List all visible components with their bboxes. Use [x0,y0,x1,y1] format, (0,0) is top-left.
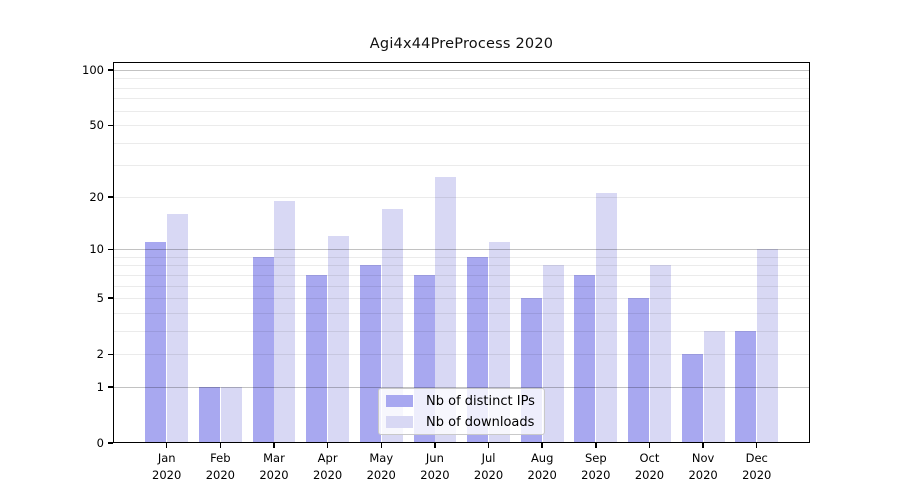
legend: Nb of distinct IPs Nb of downloads [378,388,545,435]
bar-nb-of-distinct-ips-mar [252,256,274,443]
legend-entry-distinct-ips: Nb of distinct IPs [386,394,544,409]
x-tick-label-apr: Apr 2020 [312,451,343,482]
bar-nb-of-distinct-ips-sep [574,274,596,443]
gridline-major [113,249,810,251]
gridline-minor [113,110,810,112]
y-tick-mark [108,248,113,250]
gridline-minor [113,125,810,127]
legend-label-downloads: Nb of downloads [426,414,535,430]
bar-nb-of-distinct-ips-apr [306,274,328,443]
gridline-minor [113,354,810,356]
y-tick-mark [108,297,113,299]
bar-nb-of-downloads-aug [542,265,564,443]
bar-nb-of-distinct-ips-dec [735,330,757,443]
gridline-minor [113,142,810,144]
x-tick-label-jun: Jun 2020 [420,451,450,482]
bar-nb-of-downloads-dec [757,249,779,443]
bar-nb-of-distinct-ips-feb [198,386,220,443]
x-tick-mark [756,443,758,448]
gridline-minor [113,274,810,276]
bar-nb-of-distinct-ips-jan [145,242,167,443]
y-tick-label: 50 [89,118,104,133]
x-tick-label-jul: Jul 2020 [473,451,504,482]
bar-nb-of-downloads-mar [274,200,296,443]
bar-nb-of-downloads-jan [167,214,189,443]
gridline-major [113,70,810,71]
plot-area [113,62,810,443]
x-tick-label-oct: Oct 2020 [634,451,665,482]
gridline-minor [113,265,810,267]
bar-nb-of-downloads-sep [596,193,618,443]
y-tick-label: 10 [89,242,104,257]
y-tick-mark [108,124,113,126]
x-tick-mark [541,443,543,448]
gridline-minor [113,330,810,332]
y-tick-mark [108,386,113,388]
gridline-minor [113,87,810,89]
x-tick-label-jan: Jan 2020 [152,451,182,482]
y-tick-label: 5 [96,291,104,306]
y-tick-label: 2 [96,347,104,362]
gridline-minor [113,256,810,258]
x-tick-mark [595,443,597,448]
bar-nb-of-downloads-apr [328,235,350,443]
legend-entry-downloads: Nb of downloads [386,415,544,430]
bar-nb-of-distinct-ips-oct [628,298,650,443]
x-tick-label-dec: Dec 2020 [742,451,772,482]
x-tick-mark [487,443,490,448]
x-tick-label-may: May 2020 [366,451,396,482]
x-tick-label-aug: Aug 2020 [527,451,557,482]
y-tick-label: 0 [96,436,104,450]
chart-title: Agi4x44PreProcess 2020 [369,36,554,52]
x-tick-mark [702,443,704,448]
bar-nb-of-downloads-may [381,209,403,443]
y-tick-mark [108,69,113,71]
gridline-major [113,386,810,388]
bar-nb-of-downloads-oct [649,265,671,443]
x-tick-mark [380,443,382,448]
gridline-minor [113,312,810,314]
bar-nb-of-downloads-feb [220,386,242,443]
bar-nb-of-distinct-ips-nov [681,354,703,443]
gridline-minor [113,298,810,300]
x-tick-mark [166,443,168,448]
y-tick-label: 20 [89,189,104,204]
x-tick-mark [219,443,222,448]
gridline-minor [113,196,810,198]
y-tick-mark [108,353,113,355]
y-tick-mark [108,442,113,444]
legend-swatch-downloads [386,416,413,428]
gridline-minor [113,98,810,100]
legend-swatch-distinct-ips [386,395,413,407]
x-tick-label-feb: Feb 2020 [205,451,235,482]
x-tick-mark [326,443,329,448]
y-tick-mark [108,196,113,198]
x-tick-mark [434,443,436,448]
y-tick-label: 1 [96,379,104,394]
gridline-minor [113,285,810,287]
x-tick-label-nov: Nov 2020 [688,451,718,482]
x-tick-label-sep: Sep 2020 [581,451,611,482]
y-tick-label: 100 [82,63,104,77]
x-tick-mark [648,443,651,448]
x-tick-mark [273,443,275,448]
gridline-minor [113,165,810,167]
x-tick-label-mar: Mar 2020 [259,451,289,482]
bar-nb-of-downloads-nov [703,330,725,443]
bar-nb-of-downloads-jun [435,176,457,443]
gridline-minor [113,78,810,80]
bar-nb-of-distinct-ips-may [359,265,381,443]
legend-label-distinct-ips: Nb of distinct IPs [426,393,535,409]
